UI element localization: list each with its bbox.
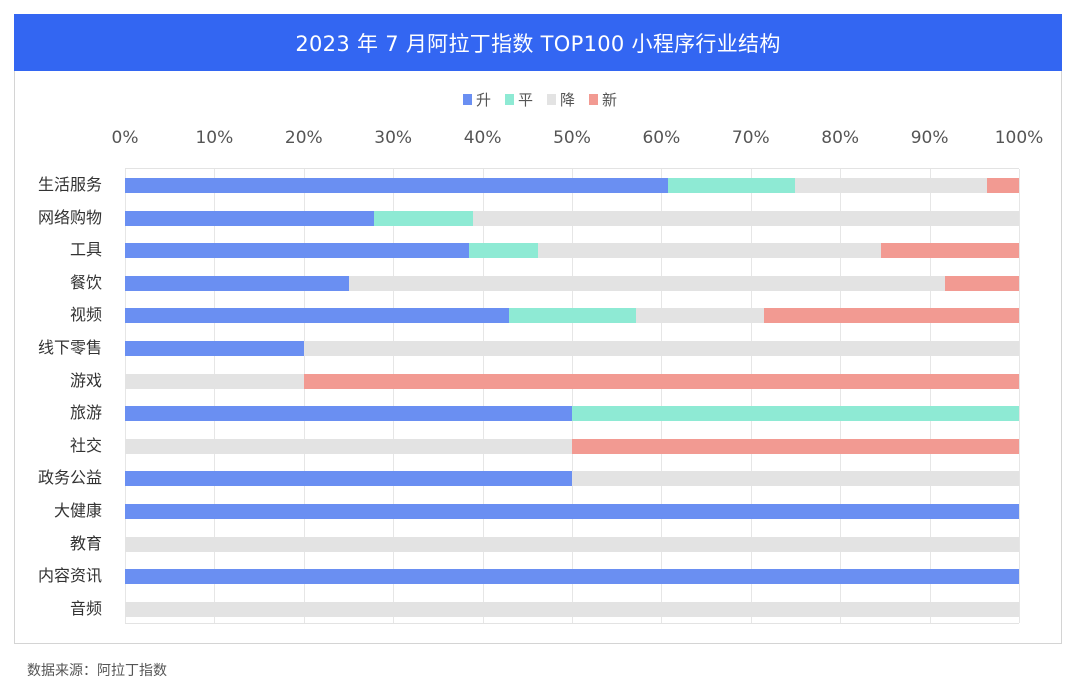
bar-segment xyxy=(348,275,945,291)
legend-label: 平 xyxy=(517,91,533,109)
x-tick-label: 60% xyxy=(642,128,681,148)
category-label: 政务公益 xyxy=(37,468,102,488)
bar-segment xyxy=(125,569,1019,585)
gridline xyxy=(929,169,931,623)
legend-item: 新 xyxy=(589,89,617,110)
bar-row xyxy=(125,601,1019,617)
bar-segment xyxy=(125,471,572,487)
legend-item: 平 xyxy=(504,89,533,110)
category-label: 游戏 xyxy=(69,370,102,390)
bar-row xyxy=(125,243,1019,259)
bar-row xyxy=(125,569,1019,585)
bar-row xyxy=(125,438,1019,454)
x-tick-label: 100% xyxy=(994,128,1044,148)
bar-segment xyxy=(572,471,1019,487)
legend-item: 升 xyxy=(462,89,491,110)
legend-swatch-icon xyxy=(462,94,472,105)
bar-row xyxy=(125,504,1019,519)
legend-swatch-icon xyxy=(504,94,514,105)
category-label: 教育 xyxy=(69,533,102,553)
category-label: 线下零售 xyxy=(37,338,102,357)
x-tick-label: 20% xyxy=(284,128,323,148)
gridline xyxy=(572,169,573,623)
bar-segment xyxy=(125,406,572,422)
bar-segment xyxy=(125,341,304,356)
x-tick-label: 40% xyxy=(463,128,502,148)
legend-label: 降 xyxy=(560,91,576,109)
bar-segment xyxy=(125,438,572,454)
legend-swatch-icon xyxy=(547,94,556,105)
bar-segment xyxy=(508,308,637,324)
category-label: 大健康 xyxy=(53,501,102,520)
gridline xyxy=(214,169,216,623)
bar-row xyxy=(125,210,1019,226)
bar-row xyxy=(125,471,1019,487)
category-label: 生活服务 xyxy=(37,175,102,194)
x-tick-label: 10% xyxy=(195,128,234,148)
category-label: 音频 xyxy=(69,598,102,618)
gridline xyxy=(482,169,484,623)
bar-row xyxy=(125,178,1019,193)
bar-segment xyxy=(881,243,1019,259)
bar-segment xyxy=(944,275,1019,291)
category-label: 社交 xyxy=(69,435,102,455)
bar-segment xyxy=(125,373,304,389)
gridline xyxy=(661,169,663,623)
gridline xyxy=(1019,169,1020,623)
data-source-note: 数据来源：阿拉丁指数 xyxy=(27,663,167,679)
bar-row xyxy=(125,275,1019,291)
bar-segment xyxy=(636,308,765,324)
bar-segment xyxy=(125,243,470,259)
x-tick-label: 50% xyxy=(553,128,591,148)
bar-segment xyxy=(572,438,1019,454)
bar-segment xyxy=(469,243,539,259)
bar-segment xyxy=(303,341,1019,356)
bar-row xyxy=(125,308,1019,324)
bar-segment xyxy=(373,210,473,226)
gridline xyxy=(125,169,126,623)
bar-segment xyxy=(538,243,882,259)
legend-item: 降 xyxy=(547,89,575,110)
bar-segment xyxy=(303,373,1019,389)
bar-segment xyxy=(125,275,349,291)
x-tick-label: 90% xyxy=(910,128,949,148)
bar-row xyxy=(125,341,1019,356)
category-label: 视频 xyxy=(69,305,102,325)
x-tick-label: 30% xyxy=(374,128,413,148)
bar-segment xyxy=(125,210,374,226)
x-tick-label: 0% xyxy=(111,128,139,148)
bar-segment xyxy=(764,308,1019,324)
gridline xyxy=(393,169,395,623)
legend-label: 升 xyxy=(475,91,491,109)
bar-segment xyxy=(125,308,509,324)
bar-segment xyxy=(125,601,1019,617)
legend-label: 新 xyxy=(602,91,618,109)
bar-segment xyxy=(795,178,987,193)
chart-title: 2023 年 7 月阿拉丁指数 TOP100 小程序行业结构 xyxy=(14,14,1062,71)
bar-segment xyxy=(667,178,796,193)
plot-area xyxy=(125,168,1020,624)
bar-segment xyxy=(125,504,1019,519)
x-tick-label: 80% xyxy=(821,128,860,148)
bar-row xyxy=(125,373,1019,389)
legend: 升平降新 xyxy=(0,89,1080,110)
bar-row xyxy=(125,406,1019,422)
bar-segment xyxy=(572,406,1019,422)
bar-segment xyxy=(472,210,1019,226)
bar-segment xyxy=(125,536,1019,552)
category-label: 旅游 xyxy=(69,403,102,423)
bar-segment xyxy=(986,178,1019,193)
category-label: 餐饮 xyxy=(69,272,102,292)
gridline xyxy=(840,169,842,623)
bar-row xyxy=(125,536,1019,552)
gridline xyxy=(303,169,305,623)
x-axis-ticks: 0% 10% 20% 30% 40% 50% 60% 70% 80% 90% 100% xyxy=(0,128,1080,150)
legend-swatch-icon xyxy=(589,94,599,105)
category-label: 内容资讯 xyxy=(37,566,102,586)
x-tick-label: 70% xyxy=(731,128,770,148)
category-label: 工具 xyxy=(69,240,102,260)
bar-segment xyxy=(125,178,668,193)
category-label: 网络购物 xyxy=(37,207,102,227)
gridline xyxy=(750,169,752,623)
